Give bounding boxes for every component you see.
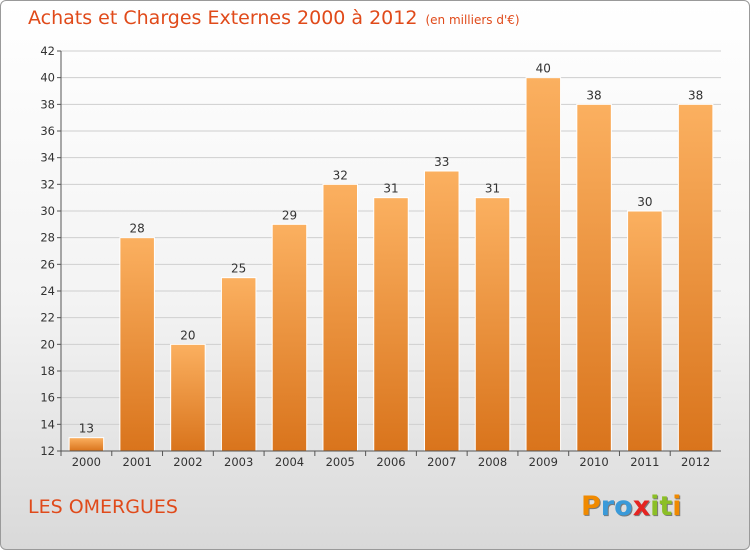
bar-2002	[170, 343, 206, 452]
bar-2003	[220, 277, 257, 452]
x-tick-label-2008: 2008	[478, 455, 507, 469]
bar-2005	[322, 183, 358, 452]
logo-letter: i	[672, 491, 682, 522]
chart-title-text: Achats et Charges Externes 2000 à 2012	[28, 7, 418, 29]
y-tick-label: 38	[40, 97, 55, 111]
value-label-2002: 20	[180, 328, 195, 342]
bar-2007	[424, 170, 460, 452]
bar-2009	[525, 77, 562, 452]
bar-2011	[627, 210, 663, 452]
y-tick-label: 34	[40, 151, 55, 165]
y-tick-label: 42	[40, 44, 55, 58]
x-tick-label-2010: 2010	[579, 455, 608, 469]
value-label-2004: 29	[282, 208, 297, 222]
x-axis-ticks: 2000 2001 2002 2003 2004 2005 2006 2007 2008 2009…	[60, 451, 710, 469]
bar-2001	[119, 237, 155, 452]
bar-2004	[271, 223, 308, 452]
y-tick-label: 32	[40, 177, 55, 191]
value-label-2000: 13	[79, 422, 94, 436]
y-tick-label: 18	[40, 364, 55, 378]
logo-letter: i	[650, 491, 660, 522]
y-tick-label: 20	[40, 337, 55, 351]
logo-letter: P	[581, 491, 601, 522]
value-label-2012: 38	[688, 88, 703, 102]
x-tick-label-2005: 2005	[326, 455, 355, 469]
bar-2006	[373, 197, 409, 452]
bar-2012	[677, 103, 714, 452]
value-label-2009: 40	[536, 62, 551, 76]
value-label-2005: 32	[333, 168, 348, 182]
x-tick-label-2012: 2012	[681, 455, 710, 469]
bars	[68, 77, 714, 452]
y-tick-label: 24	[40, 284, 55, 298]
y-tick-label: 16	[40, 391, 55, 405]
y-tick-label: 30	[40, 204, 55, 218]
x-tick-label-2002: 2002	[173, 455, 202, 469]
x-tick-label-2004: 2004	[275, 455, 304, 469]
y-tick-label: 22	[40, 311, 55, 325]
x-tick-label-2001: 2001	[123, 455, 152, 469]
x-tick-label-2000: 2000	[72, 455, 101, 469]
value-label-2007: 33	[434, 155, 449, 169]
x-tick-label-2009: 2009	[529, 455, 558, 469]
bar-2010	[576, 103, 612, 452]
y-axis-ticks: 12 14 16 18 20 22 24 26 28 30 32 34 36 38 40 42	[40, 44, 61, 458]
x-tick-label-2011: 2011	[630, 455, 659, 469]
value-label-2003: 25	[231, 262, 246, 276]
bar-2000	[68, 437, 105, 452]
y-tick-label: 28	[40, 231, 55, 245]
value-label-2006: 31	[383, 182, 398, 196]
logo-letter: t	[659, 491, 673, 522]
x-tick-label-2007: 2007	[427, 455, 456, 469]
bar-2008	[474, 197, 511, 452]
x-tick-label-2006: 2006	[376, 455, 405, 469]
y-tick-label: 12	[40, 444, 55, 458]
y-tick-label: 14	[40, 417, 55, 431]
commune-name: LES OMERGUES	[28, 496, 178, 518]
value-label-2001: 28	[130, 222, 145, 236]
x-tick-label-2003: 2003	[224, 455, 253, 469]
value-label-2011: 30	[637, 195, 652, 209]
value-labels: 13 28 20 25 29 32 31 33 31 40 38 30 38	[79, 62, 704, 436]
proxiti-logo: Proxiti	[581, 491, 682, 522]
logo-letter: o	[614, 491, 633, 522]
value-label-2010: 38	[586, 88, 601, 102]
y-tick-label: 26	[40, 257, 55, 271]
y-tick-label: 36	[40, 124, 55, 138]
logo-letter: r	[600, 491, 615, 522]
value-label-2008: 31	[485, 182, 500, 196]
logo-letter: x	[632, 491, 651, 522]
chart-unit-note: (en milliers d'€)	[425, 13, 520, 27]
y-tick-label: 40	[40, 71, 55, 85]
chart-title: Achats et Charges Externes 2000 à 2012 (e…	[28, 7, 520, 29]
